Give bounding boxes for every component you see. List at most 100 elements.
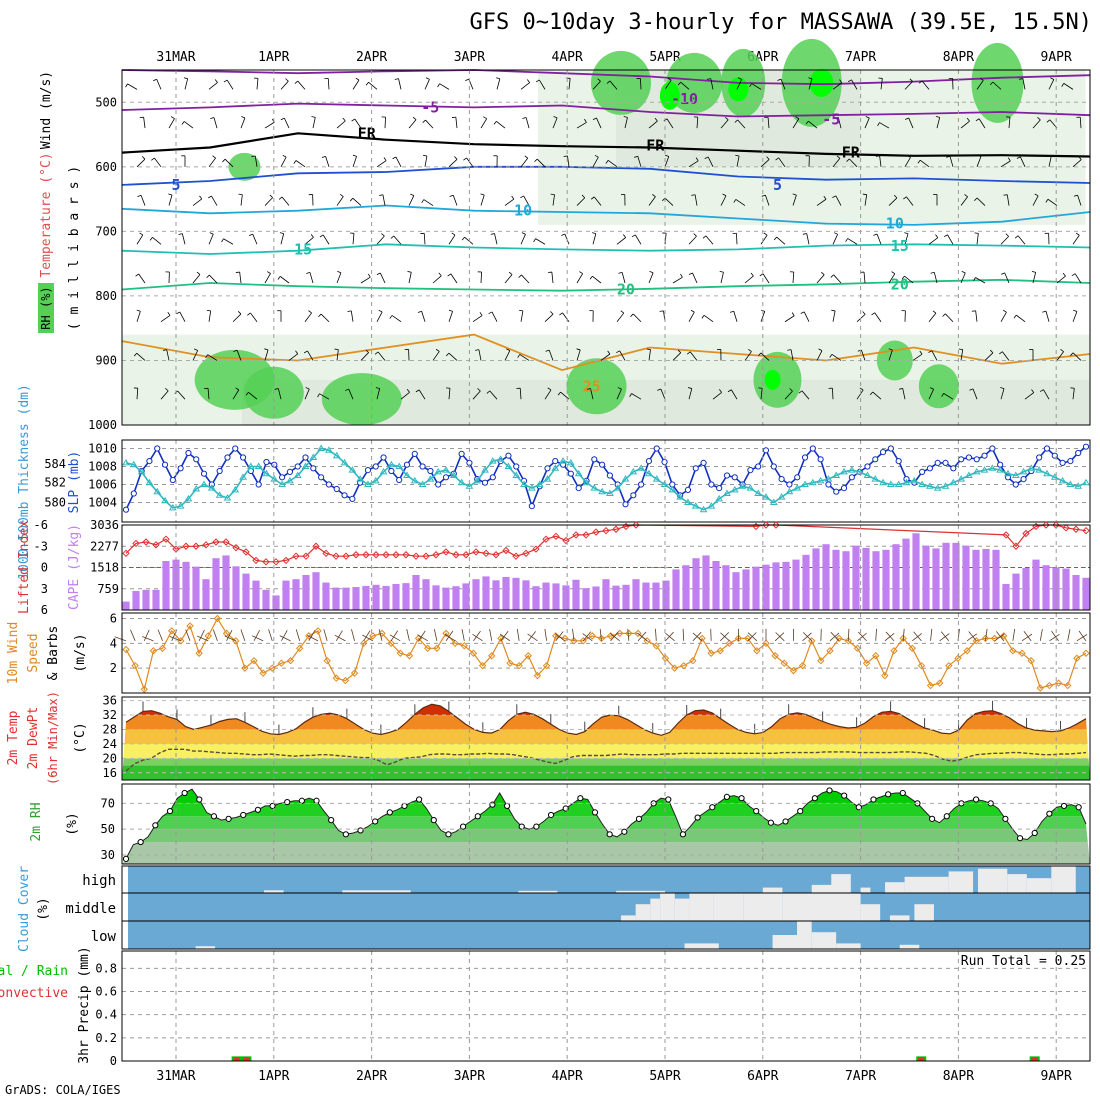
rh-marker [152,822,159,829]
wind-barb [976,156,982,167]
wind-barb [648,120,658,129]
contour-label: 20 [617,280,635,298]
wind-barb [864,194,868,206]
wind-barb [902,388,906,400]
thickness-marker [543,475,552,482]
wind-barb [376,235,385,245]
wind-barb-flag [702,235,707,239]
cape-bar [472,579,480,610]
thickness-marker [926,482,934,489]
wind-speed-marker [1045,681,1054,690]
wind-barb-flag [618,271,623,274]
wind-barb [919,159,930,168]
surface-wind-barb [390,630,399,642]
surface-wind-barb [682,628,685,641]
wind-barb [181,233,186,245]
wind-barb [254,155,258,167]
surface-wind-barb [655,628,657,641]
thickness-marker [122,458,130,466]
wind-barb-flag [133,352,138,357]
wind-barb-flag [282,154,287,158]
lifted-index-marker [162,535,170,543]
wind-barb-flag [941,393,945,397]
wind-barb [223,238,234,245]
wind-barb [1008,117,1011,129]
rh-marker [313,797,320,804]
thickness-marker [145,478,154,486]
thickness-marker [325,446,333,453]
wind-barb-flag [550,193,555,196]
thickness-marker [598,487,606,495]
wind-barb-flag [547,387,552,391]
thickness-marker [231,485,240,493]
wind-barb-flag [657,388,662,391]
wind-barb-flag [1002,309,1007,313]
thickness-marker [254,462,263,469]
wind-barb [760,311,766,322]
lifted-index-marker [412,552,420,560]
wind-barb [295,160,306,168]
wind-barb-flag [141,156,146,160]
wind-barb [1017,235,1026,245]
surface-wind-barb [363,630,371,642]
slp-tick-label: 1010 [88,442,117,456]
wind-speed-marker [341,676,350,685]
wind-barb-flag [319,234,324,238]
rh-marker [591,809,599,816]
surface-wind-barb [268,629,273,641]
surface-wind-barb [389,634,401,642]
wind-barb [327,78,330,90]
thickness-marker [512,471,521,478]
cloud-low-segment [797,921,812,949]
credit-text: GrADS: COLA/IGES [5,1083,121,1097]
surface-wind-barb [1067,628,1071,641]
wind-barb-flag [845,238,849,242]
thickness-marker [613,484,622,491]
wind-barb [376,311,383,322]
slp-marker [731,474,738,481]
surface-wind-barb [930,628,933,641]
surface-wind-barb [240,629,246,641]
slp-marker [661,458,668,466]
date-label-top: 5APR [649,50,680,65]
slp-marker [419,463,426,470]
wind-barb [504,350,511,361]
slp-marker [973,456,980,463]
wind-barb [808,120,818,129]
cape-bar [232,566,240,610]
wind-barb [568,78,571,90]
thickness-marker [1019,467,1028,475]
temp-tick-label: 20 [103,751,117,765]
rh-marker [723,793,731,801]
wind-barb [992,81,1002,90]
wind-barb [790,349,794,361]
rh-saturated-patch [728,77,749,102]
surface-wind-barb [665,632,675,642]
rh-marker [694,814,701,821]
wind-barb [972,388,978,400]
rh-marker [328,817,335,824]
wind-barb-flag [862,311,866,315]
wind-barb [376,160,387,168]
cape-bar [432,585,440,610]
wind-barb-flag [935,234,939,238]
wind-barb-flag [249,233,253,237]
rh-marker [459,823,467,830]
wind-barb-flag [1007,157,1011,162]
wind-barb-flag [410,193,414,197]
thickness-marker [457,478,466,486]
rh-marker [430,817,437,824]
slp-marker [263,458,270,466]
wind-barb [666,118,674,129]
wind-barb-flag [445,352,450,357]
surface-wind-barb [1039,628,1043,641]
wind-barb-flag [526,79,530,83]
wind-barb [382,194,386,206]
slp-marker [926,465,934,472]
wind-barb [307,350,314,361]
wind-barb [184,78,189,90]
pressure-tick-label: 700 [95,224,117,238]
wind-speed-marker [268,664,276,672]
lifted-index-tick-label: -6 [34,518,48,532]
wind-barb-flag [594,154,599,158]
